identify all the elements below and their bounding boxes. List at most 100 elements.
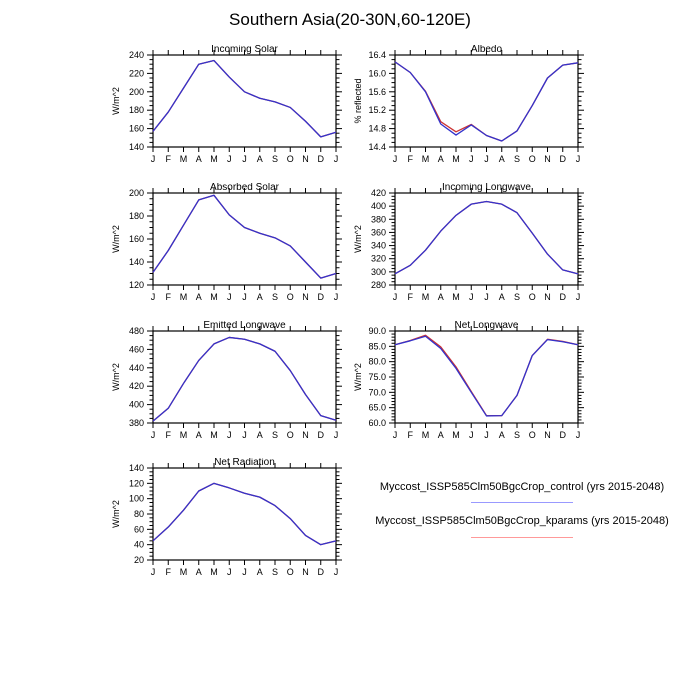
y-tick-label: 65.0 [368, 403, 386, 413]
plot-frame [394, 54, 579, 148]
y-tick-label: 120 [129, 478, 144, 488]
month-label: J [469, 430, 474, 440]
month-label: M [180, 292, 188, 302]
y-axis-title: W/m^2 [111, 363, 121, 391]
plot-frame [394, 192, 579, 286]
month-label: M [452, 430, 460, 440]
y-tick-label: 16.0 [368, 68, 386, 78]
month-label: S [272, 430, 278, 440]
y-tick-label: 200 [129, 188, 144, 198]
plot-frame [152, 192, 337, 286]
month-label: J [242, 567, 247, 577]
y-axis-title: % reflected [353, 78, 363, 123]
month-label: D [560, 430, 567, 440]
month-label: J [242, 292, 247, 302]
month-label: J [334, 292, 339, 302]
month-label: J [484, 154, 489, 164]
y-tick-label: 140 [129, 142, 144, 152]
series-line-control [152, 482, 337, 546]
month-label: M [180, 154, 188, 164]
y-tick-label: 160 [129, 124, 144, 134]
month-label: J [393, 292, 398, 302]
month-label: A [257, 292, 263, 302]
month-label: F [166, 154, 172, 164]
y-tick-label: 240 [129, 50, 144, 60]
month-label: F [166, 430, 172, 440]
series-line-control [394, 335, 579, 417]
month-label: N [544, 292, 551, 302]
month-label: D [560, 154, 567, 164]
month-label: F [166, 567, 172, 577]
y-tick-label: 80.0 [368, 357, 386, 367]
legend-line-control [471, 502, 573, 503]
month-label: D [318, 567, 325, 577]
y-tick-label: 360 [371, 227, 386, 237]
month-label: J [334, 154, 339, 164]
series-line-kparams [152, 59, 337, 138]
series-line-control [152, 194, 337, 279]
month-label: A [438, 430, 444, 440]
month-label: J [484, 430, 489, 440]
y-tick-label: 100 [129, 494, 144, 504]
month-label: J [393, 430, 398, 440]
month-label: J [242, 154, 247, 164]
month-label: F [408, 430, 414, 440]
y-tick-label: 75.0 [368, 372, 386, 382]
figure-title: Southern Asia(20-30N,60-120E) [229, 10, 471, 29]
y-axis-title: W/m^2 [111, 87, 121, 115]
y-tick-label: 120 [129, 280, 144, 290]
month-label: A [196, 292, 202, 302]
month-label: A [499, 292, 505, 302]
month-label: J [576, 292, 581, 302]
y-tick-label: 320 [371, 254, 386, 264]
y-tick-label: 140 [129, 257, 144, 267]
month-label: M [452, 292, 460, 302]
y-tick-label: 20 [134, 555, 144, 565]
month-label: D [560, 292, 567, 302]
y-tick-label: 15.2 [368, 105, 386, 115]
series-line-control [152, 336, 337, 422]
legend-entry-control: Myccost_ISSP585Clm50BgcCrop_control (yrs… [352, 477, 692, 495]
month-label: O [287, 292, 294, 302]
month-label: N [302, 430, 309, 440]
month-label: J [469, 154, 474, 164]
plot-frame [152, 467, 337, 561]
series-line-kparams [394, 61, 579, 142]
month-label: A [257, 567, 263, 577]
y-tick-label: 90.0 [368, 326, 386, 336]
y-tick-label: 14.8 [368, 124, 386, 134]
month-label: J [151, 292, 156, 302]
y-tick-label: 180 [129, 211, 144, 221]
month-label: F [166, 292, 172, 302]
month-label: J [393, 154, 398, 164]
month-label: M [210, 154, 218, 164]
month-label: D [318, 292, 325, 302]
month-label: A [257, 154, 263, 164]
y-axis-title: W/m^2 [353, 363, 363, 391]
month-label: J [469, 292, 474, 302]
month-label: J [227, 430, 232, 440]
y-tick-label: 60.0 [368, 418, 386, 428]
month-label: M [210, 292, 218, 302]
series-line-control [394, 61, 579, 142]
month-label: D [318, 154, 325, 164]
month-label: O [287, 154, 294, 164]
month-label: M [210, 430, 218, 440]
y-tick-label: 480 [129, 326, 144, 336]
month-label: O [529, 154, 536, 164]
y-tick-label: 380 [129, 418, 144, 428]
y-tick-label: 80 [134, 509, 144, 519]
y-tick-label: 300 [371, 267, 386, 277]
month-label: J [576, 430, 581, 440]
month-label: J [576, 154, 581, 164]
month-label: A [499, 430, 505, 440]
month-label: F [408, 154, 414, 164]
series-line-kparams [394, 334, 579, 417]
month-label: M [422, 292, 430, 302]
y-tick-label: 180 [129, 105, 144, 115]
month-label: O [287, 430, 294, 440]
